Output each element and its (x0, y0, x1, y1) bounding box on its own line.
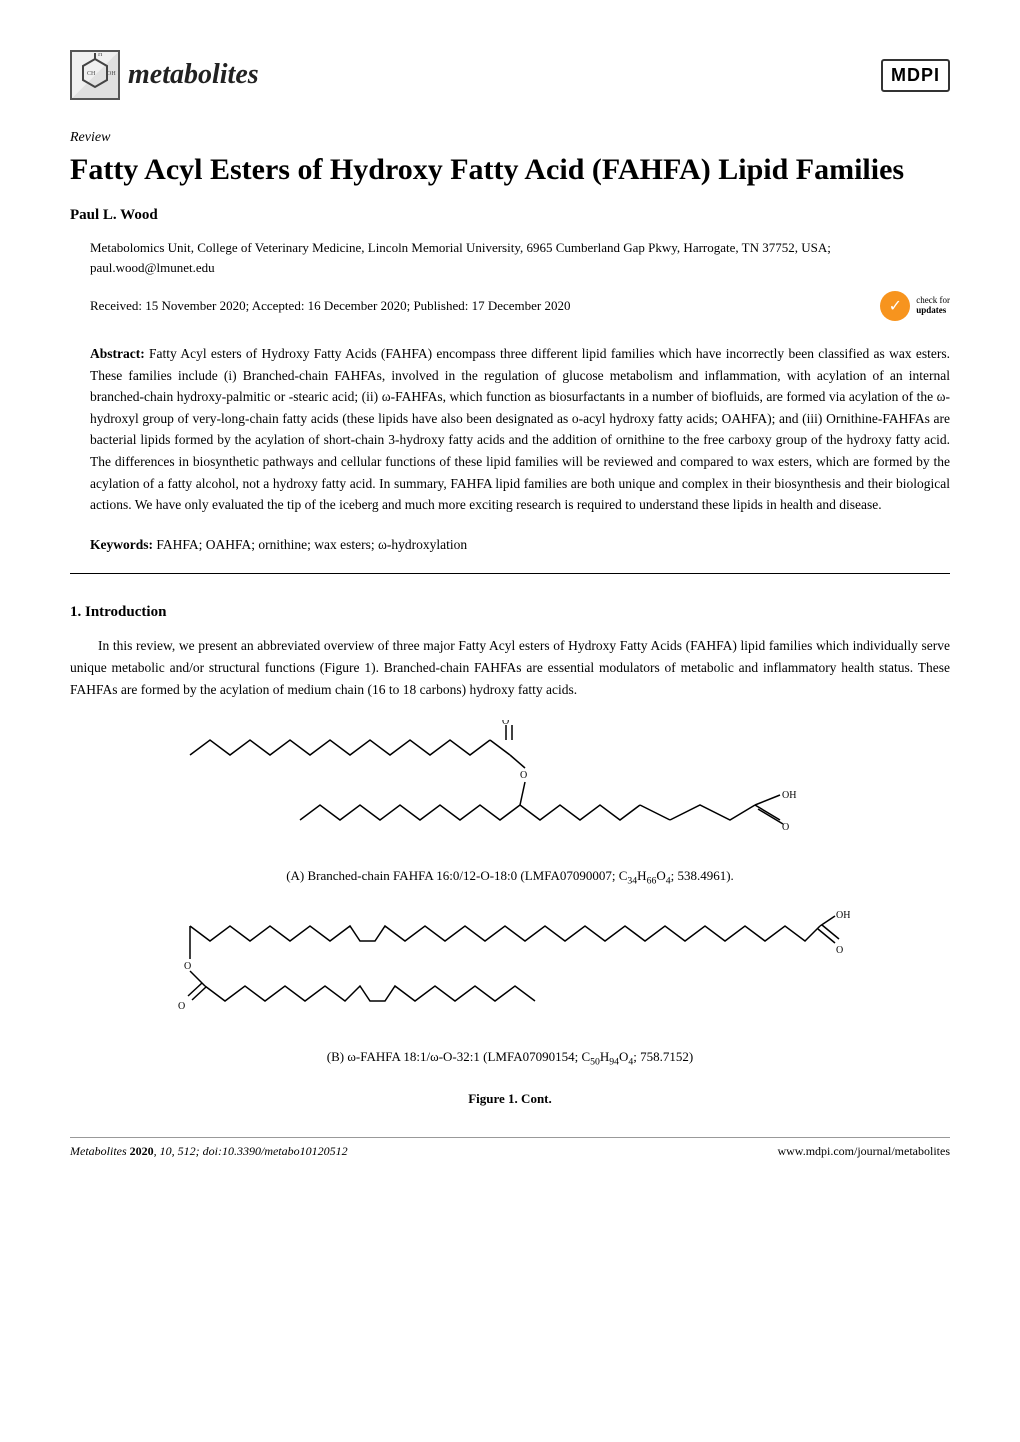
footer-year: 2020 (130, 1144, 154, 1158)
figure-cont: Figure 1. Cont. (468, 1091, 552, 1107)
fig-b-suf: ; 758.7152) (633, 1049, 693, 1064)
svg-text:CH: CH (87, 71, 96, 77)
chem-structure-a: O O OH O (170, 720, 850, 860)
footer-left: Metabolites 2020, 10, 512; doi:10.3390/m… (70, 1144, 348, 1159)
check-updates-badge[interactable]: ✓ check for updates (880, 291, 950, 321)
svg-text:O: O (178, 1001, 185, 1012)
article-title: Fatty Acyl Esters of Hydroxy Fatty Acid … (70, 150, 950, 189)
fig-a-mid1: H (637, 868, 646, 883)
fig-b-pre: (B) ω-FAHFA 18:1/ω-O-32:1 (LMFA07090154;… (327, 1049, 590, 1064)
footer-journal: Metabolites (70, 1144, 130, 1158)
keywords: Keywords: FAHFA; OAHFA; ornithine; wax e… (70, 534, 950, 575)
figure-a-container: O O OH O (A) Branched-chain FAHFA 16:0/1… (110, 720, 910, 1107)
section-1-heading: 1. Introduction (70, 604, 950, 621)
figure-b-caption: (B) ω-FAHFA 18:1/ω-O-32:1 (LMFA07090154;… (327, 1049, 694, 1068)
check-updates-text: check for updates (916, 296, 950, 316)
check-line2: updates (916, 305, 946, 315)
svg-text:O: O (184, 961, 191, 972)
check-icon: ✓ (880, 291, 910, 321)
chem-structure-b: OH O O O (170, 901, 850, 1041)
keywords-label: Keywords: (90, 537, 153, 552)
fig-b-sub2: 94 (609, 1056, 619, 1067)
svg-text:O: O (782, 822, 789, 833)
svg-text:OH: OH (836, 910, 850, 921)
svg-text:O: O (520, 770, 527, 781)
fig-a-sub2: 66 (647, 876, 657, 887)
abstract-label: Abstract: (90, 346, 145, 361)
footer-doi: , 10, 512; doi:10.3390/metabo10120512 (154, 1144, 348, 1158)
fig-a-mid2: O (656, 868, 665, 883)
fig-b-mid2: O (619, 1049, 628, 1064)
abstract: Abstract: Fatty Acyl esters of Hydroxy F… (70, 343, 950, 516)
fig-a-suf: ; 538.4961). (671, 868, 734, 883)
svg-text:OH: OH (107, 71, 116, 77)
author-affiliation: Metabolomics Unit, College of Veterinary… (70, 238, 950, 277)
abstract-text: Fatty Acyl esters of Hydroxy Fatty Acids… (90, 346, 950, 512)
figure-a-caption: (A) Branched-chain FAHFA 16:0/12-O-18:0 … (286, 868, 734, 887)
check-line1: check for (916, 295, 950, 305)
intro-paragraph: In this review, we present an abbreviate… (70, 635, 950, 700)
header-row: H CH OH metabolites MDPI (70, 50, 950, 100)
svg-text:H: H (98, 53, 103, 58)
article-type: Review (70, 130, 950, 146)
molecule-icon: H CH OH (70, 50, 120, 100)
footer-right: www.mdpi.com/journal/metabolites (777, 1144, 950, 1159)
keywords-text: FAHFA; OAHFA; ornithine; wax esters; ω-h… (153, 537, 467, 552)
fig-b-sub1: 50 (590, 1056, 600, 1067)
publisher-logo: MDPI (881, 59, 950, 92)
page-footer: Metabolites 2020, 10, 512; doi:10.3390/m… (70, 1137, 950, 1159)
fig-b-mid1: H (600, 1049, 609, 1064)
svg-text:O: O (502, 720, 509, 727)
journal-name: metabolites (128, 59, 259, 91)
author-name: Paul L. Wood (70, 207, 950, 224)
fig-a-sub1: 34 (627, 876, 637, 887)
publication-dates: Received: 15 November 2020; Accepted: 16… (90, 298, 571, 314)
fig-a-pre: (A) Branched-chain FAHFA 16:0/12-O-18:0 … (286, 868, 627, 883)
journal-logo: H CH OH metabolites (70, 50, 259, 100)
dates-row: Received: 15 November 2020; Accepted: 16… (70, 291, 950, 321)
svg-text:OH: OH (782, 790, 796, 801)
svg-text:O: O (836, 945, 843, 956)
